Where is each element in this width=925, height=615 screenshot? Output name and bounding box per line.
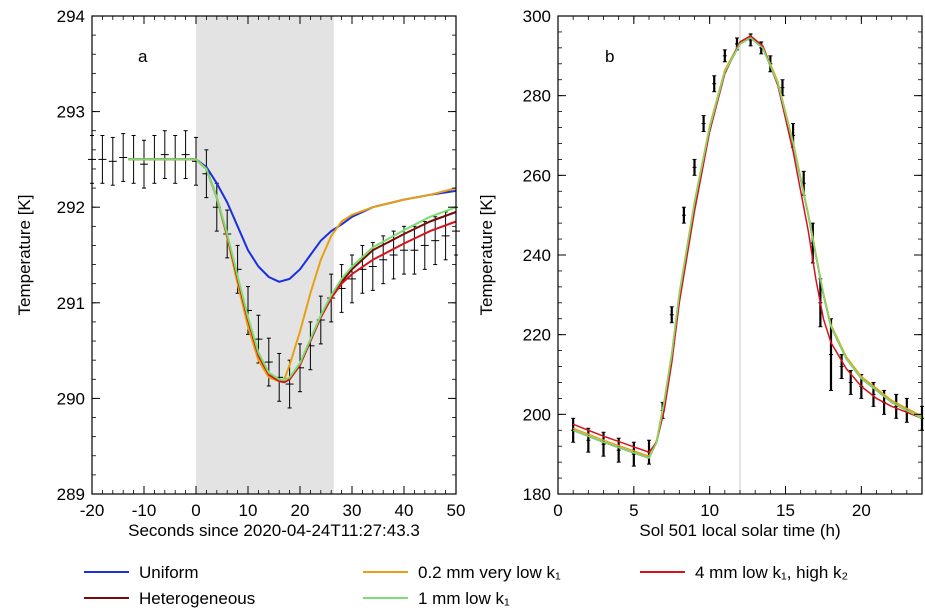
legend-label: 0.2 mm very low k₁	[418, 563, 561, 582]
y-axis-label: Temperature [K]	[15, 195, 34, 316]
x-axis-label: Seconds since 2020-04-24T11:27:43.3	[128, 521, 420, 540]
series-line	[572, 37, 923, 459]
x-tick-label: 5	[629, 501, 638, 520]
y-tick-label: 294	[57, 7, 85, 26]
panel-a: -20 -10 0 10 20 30 40 50 289 290 291 292 293 294 a Se…	[15, 7, 465, 540]
x-tick-label: 10	[239, 501, 258, 520]
x-tick-label: 20	[291, 501, 310, 520]
shaded-interval	[196, 16, 334, 494]
x-tick-label: 0	[191, 501, 200, 520]
legend-label: 1 mm low k₁	[418, 589, 510, 608]
x-axis-label: Sol 501 local solar time (h)	[639, 521, 840, 540]
series-line	[572, 37, 923, 459]
y-tick-label: 200	[523, 405, 551, 424]
series-line	[572, 35, 923, 453]
x-tick-label: 20	[852, 501, 871, 520]
x-tick-label: 40	[395, 501, 414, 520]
x-tick-label: -10	[132, 501, 157, 520]
axis-ticks: 0 5 10 15 20 180 200 220 240 260 280 300	[523, 7, 923, 520]
y-tick-label: 300	[523, 7, 551, 26]
legend: Uniform 0.2 mm very low k₁ 4 mm low k₁, hi…	[84, 563, 848, 608]
y-tick-label: 291	[57, 294, 85, 313]
y-tick-label: 293	[57, 103, 85, 122]
x-tick-label: 30	[343, 501, 362, 520]
panel-b: 0 5 10 15 20 180 200 220 240 260 280 300 b Sol 501 …	[477, 7, 924, 540]
x-tick-label: 15	[776, 501, 795, 520]
legend-label: Heterogeneous	[139, 589, 255, 608]
x-tick-label: -20	[80, 501, 105, 520]
panel-label: b	[605, 47, 614, 66]
model-curves	[128, 158, 457, 384]
panel-label: a	[138, 47, 148, 66]
measurement-error-bars	[571, 33, 924, 467]
y-tick-label: 240	[523, 246, 551, 265]
y-axis-label: Temperature [K]	[477, 195, 496, 316]
plot-frame	[91, 15, 457, 495]
y-tick-label: 260	[523, 166, 551, 185]
legend-label: 4 mm low k₁, high k₂	[695, 563, 848, 582]
legend-label: Uniform	[139, 563, 199, 582]
series-line	[572, 37, 923, 459]
y-tick-label: 290	[57, 389, 85, 408]
axis-ticks: -20 -10 0 10 20 30 40 50 289 290 291 292 293 294	[57, 7, 466, 520]
x-tick-label: 10	[700, 501, 719, 520]
model-curves	[572, 35, 923, 459]
x-tick-label: 0	[553, 501, 562, 520]
y-tick-label: 289	[57, 485, 85, 504]
y-tick-label: 292	[57, 198, 85, 217]
x-tick-label: 50	[447, 501, 466, 520]
y-tick-label: 280	[523, 87, 551, 106]
series-line	[128, 158, 457, 382]
y-tick-label: 220	[523, 326, 551, 345]
y-tick-label: 180	[523, 485, 551, 504]
